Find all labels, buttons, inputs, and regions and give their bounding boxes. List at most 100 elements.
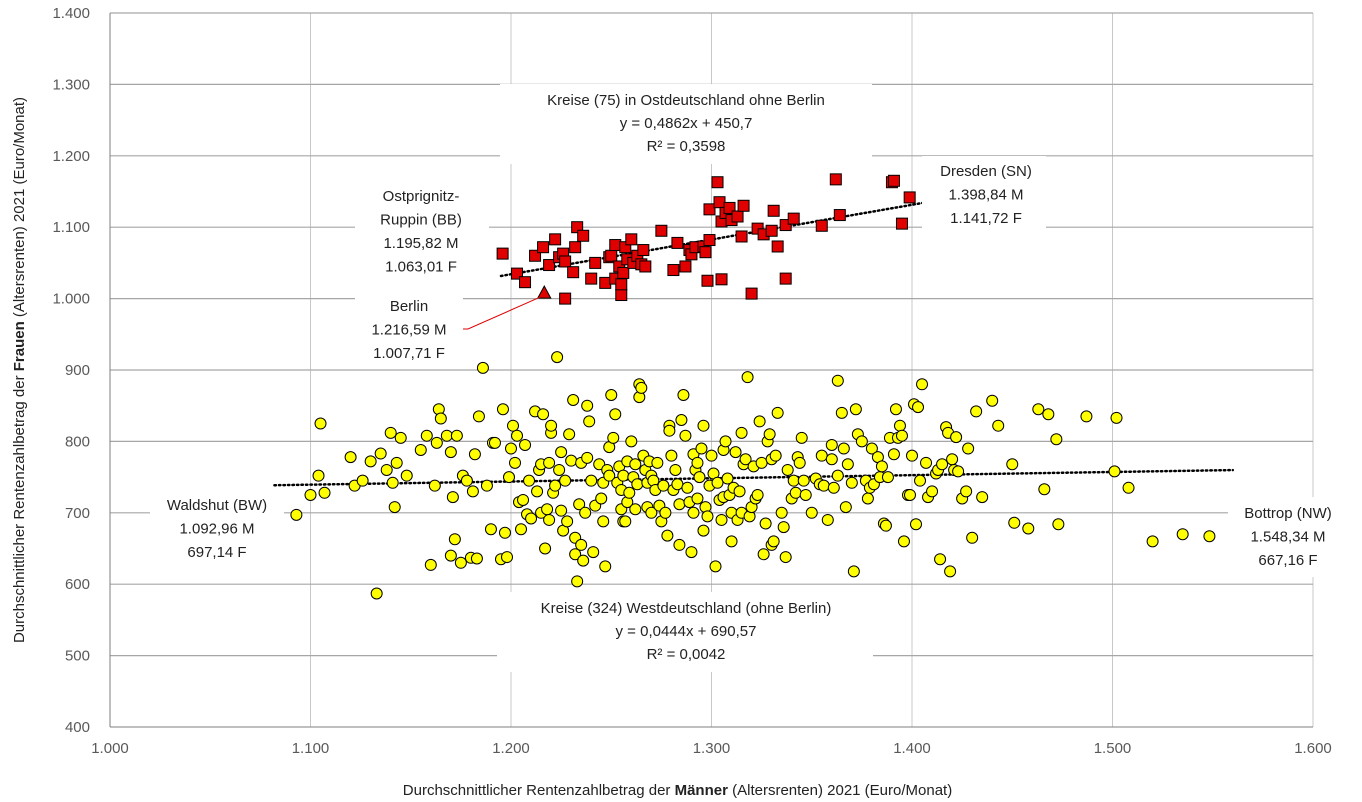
- y-axis-title: Durchschnittlicher Rentenzahlbetrag der …: [11, 97, 28, 643]
- west-point: [507, 419, 520, 432]
- west-point: [1122, 481, 1135, 494]
- west-point: [735, 426, 748, 439]
- west-point: [384, 426, 397, 439]
- x-tick-label: 1.100: [292, 740, 330, 757]
- west-point: [1050, 433, 1063, 446]
- west-point: [1146, 535, 1159, 548]
- west-point: [875, 460, 888, 473]
- west-point: [855, 435, 868, 448]
- west-point: [567, 393, 580, 406]
- west-point: [795, 431, 808, 444]
- east-trendline: [499, 200, 934, 278]
- annotation-line: Ruppin (BB): [380, 212, 462, 229]
- west-point: [805, 506, 818, 519]
- west-point: [517, 493, 530, 506]
- west-point: [950, 431, 963, 444]
- east-point: [723, 201, 736, 214]
- y-tick-label: 800: [65, 433, 90, 450]
- data-points: [290, 173, 1216, 600]
- annotation-line: 1.548,34 M: [1250, 529, 1325, 546]
- west-point: [344, 451, 357, 464]
- west-point: [1080, 410, 1093, 423]
- west-point: [685, 546, 698, 559]
- west-point: [577, 554, 590, 567]
- west-point: [555, 446, 568, 459]
- west-point: [711, 476, 724, 489]
- west-point: [386, 476, 399, 489]
- y-tick-label: 1.200: [52, 148, 90, 165]
- west-point: [837, 442, 850, 455]
- west-point: [789, 486, 802, 499]
- west-point: [777, 521, 790, 534]
- west-point: [705, 449, 718, 462]
- west-point: [992, 419, 1005, 432]
- x-tick-label: 1.200: [492, 740, 530, 757]
- west-point: [468, 448, 481, 461]
- west-point: [573, 498, 586, 511]
- annotation-line: 1.141,72 F: [950, 210, 1022, 227]
- west-point: [976, 491, 989, 504]
- east-point: [779, 272, 792, 285]
- east-point: [731, 210, 744, 223]
- annotation-line: y = 0,0444x + 690,57: [616, 623, 757, 640]
- east-point: [745, 287, 758, 300]
- west-point: [721, 472, 734, 485]
- east-point: [559, 292, 572, 305]
- west-point: [607, 431, 620, 444]
- west-point: [910, 518, 923, 531]
- west-point: [569, 548, 582, 561]
- west-point: [657, 479, 670, 492]
- west-point: [759, 517, 772, 530]
- west-point: [751, 488, 764, 501]
- annotation-ostprignitz: Ostprignitz- Ruppin (BB) 1.195,82 M 1.063,0…: [355, 180, 489, 282]
- annotation-line: Berlin: [390, 298, 428, 315]
- west-point: [466, 485, 479, 498]
- annotation-background: [355, 292, 463, 368]
- west-point: [831, 374, 844, 387]
- west-point: [715, 513, 728, 526]
- west-point: [498, 526, 511, 539]
- east-point: [829, 173, 842, 186]
- east-point: [765, 224, 778, 237]
- east-point: [543, 259, 556, 272]
- annotation-line: 1.092,96 M: [179, 521, 254, 538]
- east-point: [903, 191, 916, 204]
- west-point: [986, 394, 999, 407]
- annotation-west-group: Kreise (324) Westdeutschland (ohne Berli…: [497, 592, 873, 672]
- west-point: [537, 408, 550, 421]
- west-point: [1038, 483, 1051, 496]
- west-point: [914, 474, 927, 487]
- west-point: [815, 449, 828, 462]
- west-point: [733, 485, 746, 498]
- east-point: [537, 241, 550, 254]
- east-point: [589, 256, 602, 269]
- west-point: [767, 535, 780, 548]
- west-point: [827, 481, 840, 494]
- west-point: [625, 435, 638, 448]
- x-tick-label: 1.500: [1094, 740, 1132, 757]
- west-point: [934, 553, 947, 566]
- west-point: [312, 469, 325, 482]
- west-point: [541, 503, 554, 516]
- west-point: [430, 436, 443, 449]
- west-point: [897, 535, 910, 548]
- west-point: [551, 351, 564, 364]
- west-point: [970, 405, 983, 418]
- west-point: [675, 413, 688, 426]
- west-point: [318, 486, 331, 499]
- east-point: [887, 174, 900, 187]
- west-point: [691, 492, 704, 505]
- west-point: [671, 478, 684, 491]
- annotation-line: Bottrop (NW): [1244, 505, 1332, 522]
- west-point: [1006, 458, 1019, 471]
- west-point: [719, 435, 732, 448]
- west-point: [1042, 408, 1055, 421]
- west-point: [555, 504, 568, 517]
- west-point: [454, 556, 467, 569]
- east-point: [895, 217, 908, 230]
- west-point: [599, 560, 612, 573]
- west-point: [677, 388, 690, 401]
- west-point: [450, 429, 463, 442]
- west-point: [946, 453, 959, 466]
- west-point: [579, 506, 592, 519]
